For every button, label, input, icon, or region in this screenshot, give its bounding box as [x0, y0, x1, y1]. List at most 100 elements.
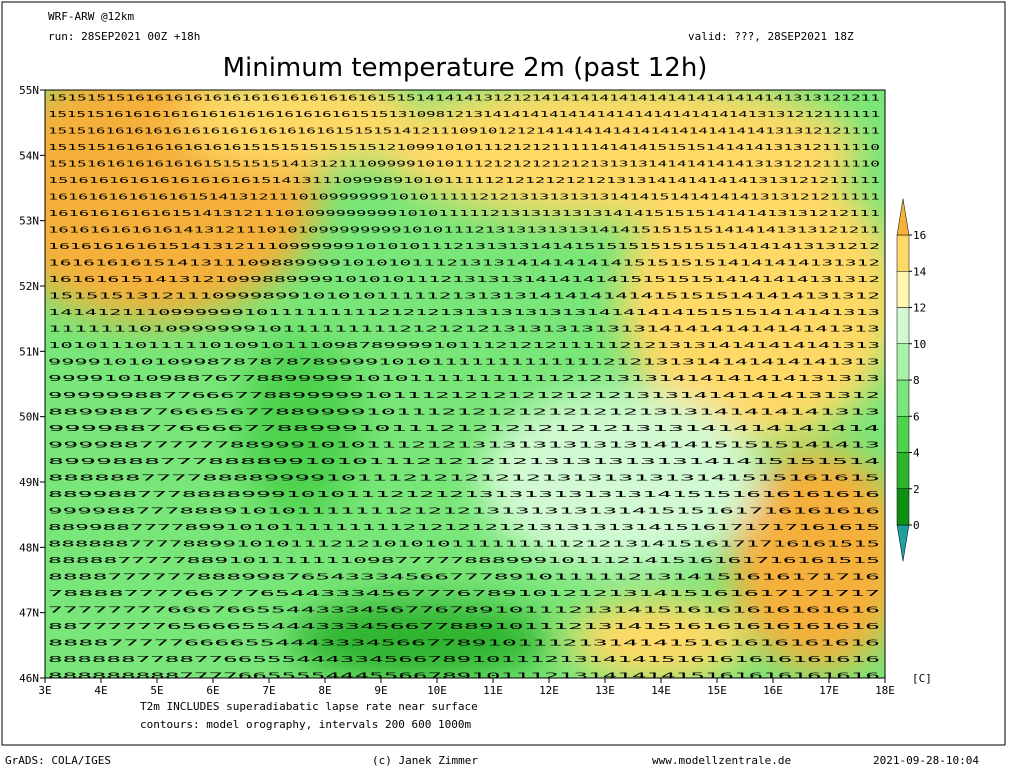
footer-site: www.modellzentrale.de — [652, 754, 791, 767]
grid-row: 1616161615141311109889999101010111213131… — [48, 259, 880, 268]
grid-row: 1616161616161514131211101099999999101011… — [48, 209, 880, 218]
run-label: run: 28SEP2021 00Z +18h — [48, 30, 200, 43]
legend-band — [896, 379, 910, 417]
chart-title: Minimum temperature 2m (past 12h) — [223, 53, 708, 83]
lat-label: 51N — [19, 345, 39, 358]
lon-label: 9E — [374, 684, 387, 697]
lat-label: 49N — [19, 476, 39, 489]
footer-left: GrADS: COLA/IGES — [5, 754, 111, 767]
note-2: contours: model orography, intervals 200… — [140, 718, 472, 731]
map-field: 1515151516161616161616161616161616151514… — [45, 90, 885, 681]
grid-row: 1515151616161616161616161616161615151310… — [48, 110, 880, 119]
model-label: WRF-ARW @12km — [48, 10, 134, 23]
legend-low — [896, 524, 910, 562]
legend-band — [896, 234, 910, 272]
legend-band — [896, 271, 910, 308]
lat-label: 46N — [19, 672, 39, 685]
legend-label: 12 — [913, 302, 926, 315]
legend-band — [896, 488, 910, 526]
lat-label: 50N — [19, 411, 39, 424]
lon-label: 12E — [539, 684, 559, 697]
grid-row: 1515151616161616161615151515151515121099… — [48, 143, 880, 152]
grid-row: 9999101098876778899999101011111111111212… — [48, 374, 881, 383]
legend-band — [896, 416, 910, 453]
field-shading — [45, 90, 885, 678]
lon-label: 16E — [763, 684, 783, 697]
grid-row: 1515151516161616161616161616161616151514… — [48, 94, 880, 103]
legend-label: 14 — [913, 265, 927, 278]
grid-row: 1516161616161616161615141311109998910101… — [48, 176, 880, 185]
legend-label: 8 — [913, 374, 920, 387]
value-grid: 1515151516161616161616161616161616151514… — [48, 94, 881, 681]
legend-label: 0 — [913, 519, 920, 532]
lon-label: 7E — [262, 684, 275, 697]
lat-label: 53N — [19, 215, 39, 228]
grid-row: 9999998877666778899999101112121212121212… — [48, 391, 881, 400]
lat-label: 54N — [19, 149, 39, 162]
note-1: T2m INCLUDES superadiabatic lapse rate n… — [140, 700, 478, 713]
grid-row: 8899887777899101011111111121212121213131… — [48, 523, 880, 532]
lat-label: 48N — [19, 541, 39, 554]
legend: 0 2 4 6 8 10 12 14 16 — [896, 198, 927, 562]
lon-label: 3E — [38, 684, 51, 697]
lon-label: 15E — [707, 684, 727, 697]
grid-row: 8899887766656778899991011121212121212121… — [48, 407, 881, 416]
valid-label: valid: ???, 28SEP2021 18Z — [688, 30, 854, 43]
grid-row: 9999887778889101011111112121213131313131… — [48, 506, 881, 515]
legend-high — [896, 198, 910, 236]
lon-label: 17E — [819, 684, 839, 697]
grid-row: 8888777776666554443334566778910111213141… — [48, 638, 881, 647]
grid-row: 8899887778888999101011121212131313131313… — [48, 490, 881, 499]
grid-row: 1616161616161615141312111010999999101011… — [48, 193, 880, 202]
grid-row: 8888777777888998765433345667778910111112… — [48, 572, 881, 581]
grid-row: 8888877777889101111111098777778889991011… — [48, 556, 881, 565]
footer-date: 2021-09-28-10:04 — [873, 754, 979, 767]
footer-center: (c) Janek Zimmer — [372, 754, 478, 767]
grid-row: 1010111011111010910111098789999101112121… — [48, 341, 880, 350]
legend-label: 10 — [913, 338, 926, 351]
grid-row: 1515151312111099989910101011111213131314… — [48, 292, 880, 301]
lon-label: 6E — [206, 684, 219, 697]
lon-label: 5E — [150, 684, 163, 697]
grid-row: 9999887777778899910101112121313131313131… — [48, 440, 881, 449]
legend-label: 4 — [913, 447, 920, 460]
grid-row: 1515161616161616151515151413121110999910… — [48, 160, 880, 169]
lon-label: 8E — [318, 684, 331, 697]
legend-band — [896, 343, 910, 381]
grid-row: 1616161616161413121110101099999999101011… — [48, 226, 880, 235]
legend-band — [896, 307, 910, 344]
lon-label: 18E — [875, 684, 895, 697]
grid-row: 1616161514131210998899991010101112131313… — [48, 275, 880, 284]
legend-band — [896, 452, 910, 489]
frame — [1, 1, 1006, 746]
grid-row: 8888887788776655544433456678910111213141… — [48, 655, 881, 664]
grid-row: 8999888777888899101011121212121313131313… — [48, 457, 881, 466]
lat-label: 47N — [19, 607, 39, 620]
grid-row: 9999887766667788999101112121212121213131… — [48, 424, 881, 433]
lat-label: 52N — [19, 280, 39, 293]
grid-row: 8888888887777665555444556678910111213141… — [48, 672, 881, 681]
grid-row: 7777777766676655443334567767891011121314… — [48, 605, 881, 614]
grid-row: 8888887777888899991011121212121213131313… — [48, 473, 881, 482]
lon-label: 11E — [483, 684, 503, 697]
map-border — [44, 89, 886, 679]
lon-label: 10E — [427, 684, 447, 697]
grid-row: 1515161616161616161616161616161515151412… — [48, 127, 880, 136]
grid-row: 8888887777889910101112121010101111111112… — [48, 539, 880, 548]
lon-label: 13E — [595, 684, 615, 697]
grid-row: 1616161616151413121110999999101010111213… — [48, 242, 880, 251]
lon-label: 14E — [651, 684, 671, 697]
grid-row: 8877777765666554443334566778891011121314… — [48, 622, 881, 631]
lon-label: 4E — [94, 684, 107, 697]
lat-label: 55N — [19, 84, 39, 97]
grid-row: 7888877776677765443334567776789101212131… — [48, 589, 881, 598]
grid-row: 1414121110999999101111111112121213131313… — [48, 308, 880, 317]
unit-label: [C] — [912, 672, 932, 685]
legend-label: 16 — [913, 229, 926, 242]
legend-label: 2 — [913, 483, 920, 496]
legend-label: 6 — [913, 410, 920, 423]
grid-row: 9999101010998787878789999101011111111111… — [48, 358, 880, 367]
